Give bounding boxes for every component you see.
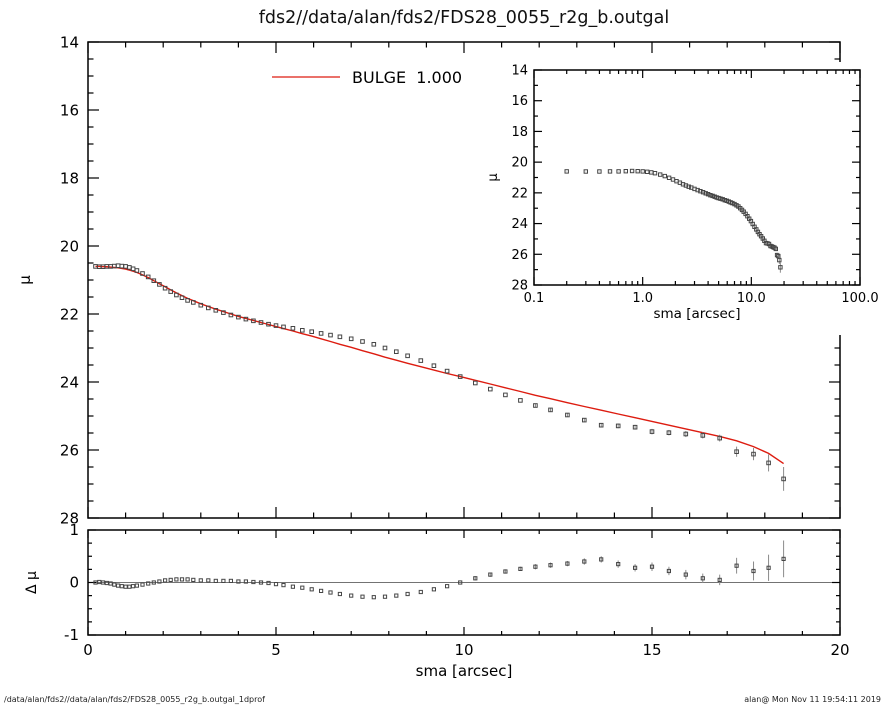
svg-text:24: 24 — [511, 217, 528, 232]
residual-data-series — [93, 540, 786, 600]
svg-text:16: 16 — [60, 102, 79, 120]
svg-text:μ: μ — [486, 173, 501, 181]
svg-text:15: 15 — [642, 641, 661, 659]
svg-text:0: 0 — [83, 641, 93, 659]
svg-text:28: 28 — [60, 510, 79, 528]
svg-text:100.0: 100.0 — [841, 291, 878, 306]
legend-bulge-label: BULGE 1.000 — [352, 68, 462, 87]
svg-text:-1: -1 — [64, 626, 79, 644]
svg-text:16: 16 — [511, 94, 528, 109]
footer-file-path: /data/alan/fds2//data/alan/fds2/FDS28_00… — [4, 695, 265, 704]
svg-text:28: 28 — [511, 279, 528, 294]
svg-text:0: 0 — [69, 574, 79, 592]
svg-text:14: 14 — [511, 64, 528, 79]
svg-text:14: 14 — [60, 34, 79, 52]
legend-bulge: BULGE 1.000 — [272, 68, 462, 87]
svg-text:1.0: 1.0 — [632, 291, 653, 306]
svg-text:μ: μ — [16, 275, 34, 285]
svg-text:20: 20 — [830, 641, 849, 659]
svg-text:1: 1 — [69, 521, 79, 539]
footer-user-timestamp: alan@ Mon Nov 11 19:54:11 2019 — [744, 695, 881, 704]
main-data-series — [93, 263, 786, 491]
bulge-model-line — [95, 265, 784, 465]
svg-text:18: 18 — [511, 125, 528, 140]
svg-text:sma [arcsec]: sma [arcsec] — [416, 662, 513, 680]
page-title: fds2//data/alan/fds2/FDS28_0055_r2g_b.ou… — [258, 8, 670, 28]
svg-text:20: 20 — [511, 156, 528, 171]
svg-text:22: 22 — [511, 186, 528, 201]
svg-text:18: 18 — [60, 170, 79, 188]
inset-axes: 0.1 1.0 10.0 100.0 14 16 18 20 22 24 26 28 sma [arcs… — [486, 62, 882, 335]
svg-text:sma [arcsec]: sma [arcsec] — [654, 306, 741, 322]
svg-text:10.0: 10.0 — [737, 291, 766, 306]
svg-text:0.1: 0.1 — [524, 291, 545, 306]
svg-text:24: 24 — [60, 374, 79, 392]
svg-text:5: 5 — [271, 641, 281, 659]
svg-text:10: 10 — [454, 641, 473, 659]
svg-text:22: 22 — [60, 306, 79, 324]
svg-text:26: 26 — [60, 442, 79, 460]
svg-text:Δ μ: Δ μ — [24, 571, 40, 594]
svg-text:26: 26 — [511, 248, 528, 263]
inset-data-series — [564, 168, 783, 273]
svg-text:20: 20 — [60, 238, 79, 256]
